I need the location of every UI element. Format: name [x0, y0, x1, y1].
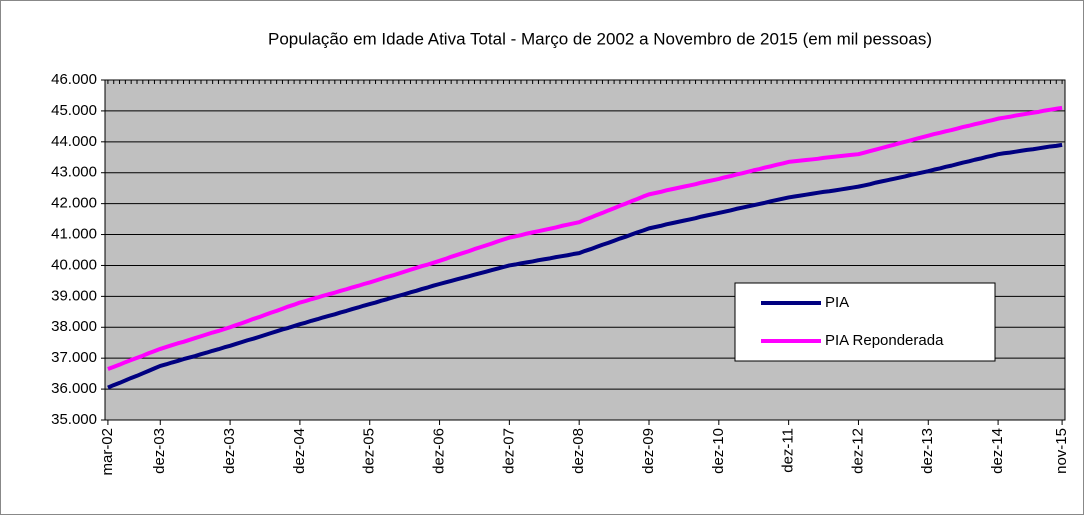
y-tick-label: 40.000 [51, 256, 97, 273]
y-tick-label: 44.000 [51, 133, 97, 150]
legend-label: PIA Reponderada [825, 332, 944, 349]
x-tick-label: dez-14 [989, 428, 1006, 474]
y-tick-label: 45.000 [51, 102, 97, 119]
y-tick-label: 38.000 [51, 318, 97, 335]
x-tick-label: dez-05 [361, 428, 378, 474]
x-tick-label: mar-02 [99, 428, 116, 476]
x-tick-label: dez-11 [780, 428, 797, 473]
x-tick-label: dez-10 [710, 428, 727, 474]
legend-box [734, 282, 996, 362]
series-line [107, 105, 1063, 371]
legend-label: PIA [825, 294, 849, 311]
y-tick-label: 36.000 [51, 380, 97, 397]
x-tick-label: dez-03 [221, 428, 238, 474]
y-tick-label: 35.000 [51, 411, 97, 428]
x-tick-label: dez-07 [500, 428, 517, 474]
x-tick-label: dez-08 [570, 428, 587, 474]
y-tick-label: 42.000 [51, 195, 97, 212]
x-tick-label: dez-09 [640, 428, 657, 474]
series-line [107, 142, 1063, 390]
y-tick-label: 43.000 [51, 164, 97, 181]
x-tick-label: dez-12 [849, 428, 866, 474]
y-tick-label: 41.000 [51, 226, 97, 243]
chart-title: População em Idade Ativa Total - Março d… [268, 29, 932, 48]
y-tick-label: 39.000 [51, 287, 97, 304]
y-tick-label: 46.000 [51, 71, 97, 88]
y-tick-label: 37.000 [51, 349, 97, 366]
x-tick-label: dez-03 [151, 428, 168, 474]
x-tick-label: dez-13 [919, 428, 936, 474]
x-tick-label: dez-06 [431, 428, 448, 474]
x-tick-label: nov-15 [1053, 428, 1070, 474]
x-tick-label: dez-04 [291, 428, 308, 474]
